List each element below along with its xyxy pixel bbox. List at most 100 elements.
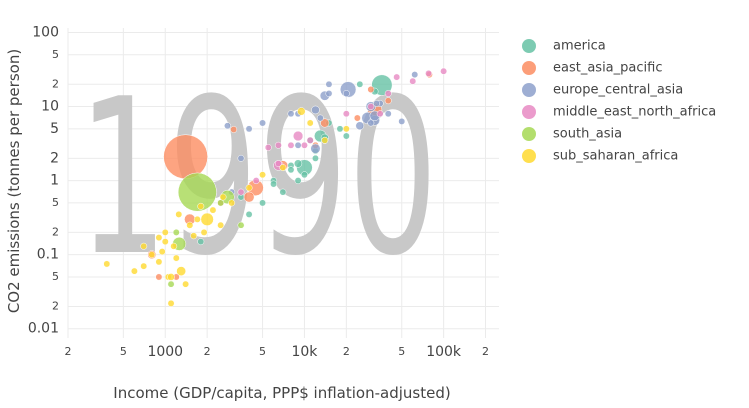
legend-label: east_asia_pacific [553, 61, 662, 76]
bubble [287, 141, 295, 149]
bubble [167, 273, 175, 281]
bubble [224, 122, 231, 130]
bubble [409, 77, 417, 85]
y-tick-label: 0.01 [28, 321, 59, 337]
x-tick-label: 5 [120, 345, 127, 358]
bubble [320, 118, 330, 128]
bubble [190, 232, 198, 240]
bubble [312, 154, 319, 162]
bubble [316, 114, 324, 122]
bubble [163, 134, 208, 180]
bubble [279, 164, 287, 172]
bubble [384, 110, 392, 118]
bubble [209, 206, 217, 214]
legend-label: america [553, 39, 606, 54]
bubble [237, 221, 245, 229]
legend-label: europe_central_asia [553, 83, 683, 98]
bubble [155, 273, 163, 281]
x-tick-label: 2 [482, 345, 489, 358]
axes: 2 5 1000 2 5 10k 2 5 100k 2 0.01 2 5 0.1 2 5 1 2 5 10 2 5 100 [28, 24, 489, 360]
legend-label: south_asia [553, 127, 622, 142]
bubble [297, 107, 306, 116]
bubble [245, 184, 253, 192]
bubble [342, 90, 350, 97]
bubble [219, 193, 227, 201]
bubble [177, 172, 217, 212]
bubble [342, 110, 350, 118]
x-axis-title: Income (GDP/capita, PPP$ inflation-adjus… [113, 384, 450, 402]
bubble [193, 215, 201, 223]
bubble [294, 141, 302, 149]
bubble [182, 280, 190, 288]
bubble [306, 136, 314, 144]
legend-marker [522, 127, 536, 141]
bubble [197, 202, 205, 210]
bubble [287, 110, 295, 118]
bubble [172, 228, 180, 236]
legend: america east_asia_pacific europe_central_a… [522, 39, 716, 164]
bubble [310, 143, 321, 154]
bubble [167, 280, 175, 288]
bubble [103, 260, 111, 268]
y-tick-label: 1 [50, 173, 59, 189]
bubble [259, 199, 267, 207]
bubble [367, 103, 375, 111]
bubble [175, 210, 183, 218]
bubble [325, 80, 333, 88]
bubble [293, 159, 303, 168]
bubble [186, 221, 194, 229]
bubble [259, 171, 267, 179]
y-tick-label: 0.1 [37, 247, 59, 263]
bubble [336, 125, 344, 133]
bubble [411, 71, 419, 79]
y-tick-label: 5 [52, 270, 59, 283]
y-tick-label: 100 [32, 24, 59, 40]
bubble [311, 105, 320, 115]
bubble [167, 299, 175, 307]
grid [67, 28, 499, 338]
x-tick-label: 100k [426, 344, 462, 360]
bubble [148, 251, 156, 259]
bubble [130, 267, 138, 275]
x-tick-label: 2 [204, 345, 211, 358]
legend-marker [522, 149, 536, 163]
bubble [155, 234, 163, 242]
bubble [252, 177, 260, 185]
legend-label: middle_east_north_africa [553, 105, 716, 120]
legend-marker [522, 105, 536, 119]
bubble [367, 86, 375, 93]
x-tick-label: 1000 [147, 344, 183, 360]
marks [103, 67, 448, 307]
legend-marker [522, 61, 536, 75]
y-tick-label: 10 [41, 99, 59, 115]
legend-label: sub_saharan_africa [553, 149, 678, 164]
bubble [292, 130, 304, 142]
bubble [440, 67, 448, 75]
legend-marker [522, 83, 536, 97]
bubble [264, 144, 272, 151]
y-tick-label: 5 [50, 121, 59, 137]
bubble [270, 180, 278, 188]
bubble [393, 73, 401, 81]
bubble [306, 119, 314, 127]
bubble [274, 160, 282, 168]
x-tick-label: 10k [291, 344, 318, 360]
bubble [376, 110, 384, 118]
bubble [140, 242, 148, 250]
bubble [342, 132, 350, 140]
bubble [228, 199, 236, 207]
y-tick-label: 5 [52, 48, 59, 61]
bubble [279, 188, 287, 196]
y-tick-label: 2 [52, 225, 59, 238]
bubble [259, 119, 267, 127]
bubble [230, 126, 238, 133]
y-tick-label: 2 [50, 150, 59, 166]
y-axis-title: CO2 emissions (tonnes per person) [5, 49, 23, 313]
y-tick-label: 2 [52, 77, 59, 90]
bubble [294, 177, 302, 185]
bubble [356, 80, 364, 88]
bubble [425, 69, 433, 77]
bubble [384, 97, 392, 105]
bubble [398, 117, 406, 125]
